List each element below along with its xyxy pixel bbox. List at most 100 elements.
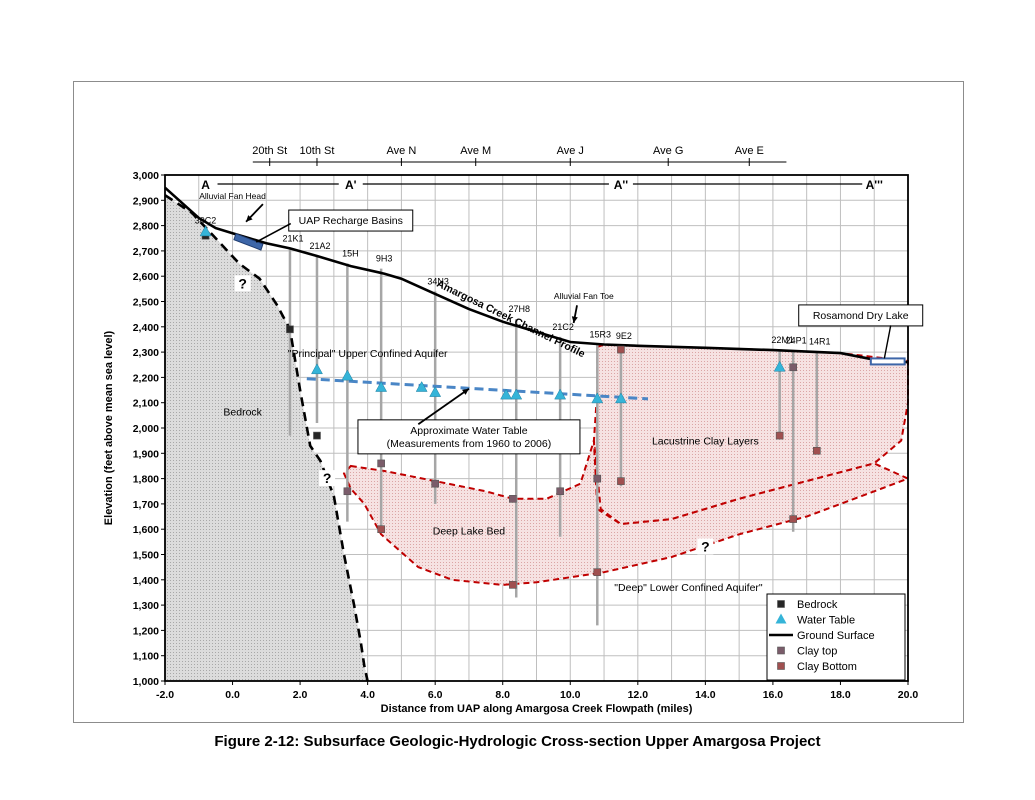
well-label: 24P1 bbox=[786, 336, 807, 346]
legend-label: Clay top bbox=[797, 646, 837, 658]
y-tick-label: 2,700 bbox=[133, 246, 159, 258]
y-tick-label: 2,300 bbox=[133, 347, 159, 359]
cross-section-chart: 1,000 1,100 1,200 1,300 1,400 1,500 1,600 1,700… bbox=[103, 145, 924, 715]
well-label: 30C2 bbox=[195, 216, 217, 226]
well-label: 27H8 bbox=[508, 304, 530, 314]
fan-head-arrow-head bbox=[246, 215, 253, 222]
legend-box bbox=[766, 593, 906, 681]
question-mark: ? bbox=[238, 275, 247, 291]
dry-lake-callout-text: Rosamond Dry Lake bbox=[813, 310, 909, 322]
annotation: "Principal" Upper Confined Aquifer bbox=[288, 348, 448, 360]
y-tick-label: 1,200 bbox=[133, 625, 159, 637]
street-label: Ave M bbox=[460, 145, 491, 157]
annotation: "Deep" Lower Confined Aquifer" bbox=[614, 582, 763, 594]
y-tick-label: 2,200 bbox=[133, 372, 159, 384]
street-label: Ave G bbox=[653, 145, 683, 157]
question-mark: ? bbox=[323, 470, 332, 486]
question-mark: ? bbox=[701, 538, 710, 554]
recharge-callout-text: UAP Recharge Basins bbox=[299, 215, 403, 227]
section-label: A'' bbox=[614, 178, 629, 192]
x-tick-label: 12.0 bbox=[628, 689, 649, 701]
legend-label: Water Table bbox=[797, 615, 855, 627]
clay-bottom-marker bbox=[775, 431, 784, 440]
y-tick-label: 1,400 bbox=[133, 575, 159, 587]
well-label: 15R3 bbox=[590, 330, 612, 340]
x-tick-label: 2.0 bbox=[293, 689, 308, 701]
annotation: Alluvial Fan Head bbox=[199, 191, 266, 201]
section-label: A bbox=[201, 178, 210, 192]
water-table-marker bbox=[554, 388, 567, 400]
water-table-marker bbox=[311, 363, 323, 375]
water-table-callout-box bbox=[357, 419, 581, 455]
y-tick-label: 1,700 bbox=[133, 499, 159, 511]
street-label: Ave E bbox=[735, 145, 764, 157]
water-table-marker bbox=[375, 381, 388, 392]
y-tick-label: 1,300 bbox=[133, 600, 159, 612]
x-tick-label: 0.0 bbox=[225, 689, 240, 701]
clay-top-marker bbox=[377, 459, 385, 468]
annotation: Alluvial Fan Toe bbox=[554, 291, 614, 301]
clay-bottom-marker bbox=[593, 568, 602, 577]
fan-toe-arrow-head bbox=[571, 316, 578, 324]
section-label: A' bbox=[345, 178, 357, 192]
legend-marker bbox=[775, 613, 787, 624]
well-label: 9E2 bbox=[616, 331, 632, 341]
y-tick-label: 2,400 bbox=[133, 322, 159, 334]
well-label: 21C2 bbox=[552, 322, 574, 332]
water-table-marker bbox=[341, 369, 354, 381]
bedrock-zone bbox=[165, 195, 368, 681]
annotation: Bedrock bbox=[223, 406, 262, 418]
bedrock-marker bbox=[313, 431, 321, 440]
clay-top-marker bbox=[431, 479, 439, 488]
well-label: 21K1 bbox=[282, 233, 303, 243]
clay-bottom-marker bbox=[813, 446, 821, 455]
y-tick-label: 1,000 bbox=[133, 676, 159, 688]
legend-marker bbox=[777, 662, 785, 670]
x-tick-label: 10.0 bbox=[560, 689, 581, 701]
legend-marker bbox=[777, 646, 785, 655]
clay-bottom-marker bbox=[789, 515, 797, 523]
recharge-leader bbox=[255, 222, 292, 243]
y-tick-label: 2,900 bbox=[133, 195, 159, 207]
y-tick-label: 1,600 bbox=[133, 524, 159, 536]
x-axis-label: Distance from UAP along Amargosa Creek F… bbox=[381, 703, 693, 715]
section-label: A''' bbox=[866, 178, 883, 192]
water-table-arrow bbox=[417, 388, 470, 425]
legend-label: Clay Bottom bbox=[797, 661, 857, 673]
y-tick-label: 2,000 bbox=[133, 423, 159, 435]
street-label: Ave J bbox=[557, 145, 584, 157]
clay-top-marker bbox=[509, 495, 517, 503]
water-table-marker bbox=[510, 388, 523, 400]
clay-top-marker bbox=[789, 363, 797, 372]
water-table-marker bbox=[500, 388, 513, 400]
street-label: 20th St bbox=[252, 145, 287, 157]
clay-bottom-marker bbox=[509, 581, 517, 589]
x-tick-label: 14.0 bbox=[695, 689, 716, 701]
clay-bottom-marker bbox=[617, 345, 625, 354]
bedrock-marker bbox=[286, 325, 294, 334]
y-tick-label: 1,800 bbox=[133, 474, 159, 486]
question-backdrop bbox=[234, 275, 251, 292]
well-label: 34N3 bbox=[427, 276, 449, 286]
water-table-marker bbox=[615, 392, 627, 404]
water-table-callout-text: Approximate Water Table bbox=[410, 425, 527, 437]
well-label: 14R1 bbox=[809, 337, 831, 347]
clay-top-marker bbox=[343, 487, 352, 496]
legend-label: Ground Surface bbox=[797, 630, 875, 642]
figure-caption: Figure 2-12: Subsurface Geologic-Hydrolo… bbox=[214, 733, 821, 750]
x-tick-label: 16.0 bbox=[763, 689, 784, 701]
x-tick-label: 6.0 bbox=[428, 689, 443, 701]
lacustrine-clay-zone bbox=[592, 343, 909, 526]
x-tick-label: 4.0 bbox=[360, 689, 375, 701]
y-tick-label: 2,800 bbox=[133, 221, 159, 233]
deep-lake-bed-zone bbox=[342, 440, 911, 586]
recharge-callout-box bbox=[288, 209, 414, 232]
y-tick-label: 1,900 bbox=[133, 448, 159, 460]
y-tick-label: 1,100 bbox=[133, 651, 159, 663]
legend-marker bbox=[777, 600, 785, 608]
annotation: Deep Lake Bed bbox=[433, 525, 506, 537]
y-tick-label: 1,500 bbox=[133, 550, 159, 562]
y-axis-label: Elevation (feet above mean sea level) bbox=[103, 330, 115, 525]
dry-lake bbox=[869, 357, 906, 366]
water-table-line bbox=[306, 377, 649, 401]
